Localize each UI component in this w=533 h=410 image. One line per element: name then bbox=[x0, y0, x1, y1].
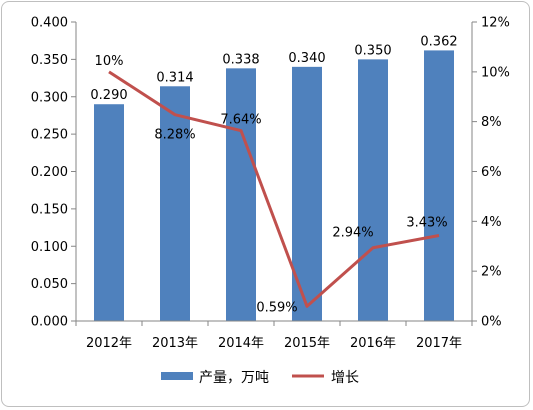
bar bbox=[94, 104, 124, 321]
legend-bar-label: 产量，万吨 bbox=[199, 370, 269, 386]
left-axis-tick-label: 0.350 bbox=[31, 53, 68, 68]
right-axis-tick-label: 4% bbox=[481, 215, 502, 230]
line-data-label: 2.94% bbox=[332, 226, 373, 241]
right-axis-tick-label: 12% bbox=[481, 16, 510, 31]
x-axis-tick-label: 2014年 bbox=[218, 336, 264, 351]
bar-data-label: 0.350 bbox=[354, 43, 391, 58]
left-axis-tick-label: 0.150 bbox=[31, 202, 68, 217]
left-axis-tick-label: 0.200 bbox=[31, 165, 68, 180]
bar bbox=[358, 59, 388, 321]
bar bbox=[160, 86, 190, 321]
line-data-label: 7.64% bbox=[220, 113, 261, 128]
growth-line bbox=[108, 70, 440, 308]
combo-chart: 0.000 0.050 0.100 0.150 0.200 0.250 0.300 0.350… bbox=[31, 16, 510, 387]
left-axis-tick-label: 0.100 bbox=[31, 240, 68, 255]
left-axis: 0.000 0.050 0.100 0.150 0.200 0.250 0.300 0.350… bbox=[31, 16, 77, 330]
legend-line-label: 增长 bbox=[331, 370, 359, 386]
right-axis-tick-label: 8% bbox=[481, 115, 502, 130]
line-series bbox=[108, 70, 440, 308]
left-axis-tick-label: 0.250 bbox=[31, 128, 68, 143]
bar-data-label: 0.362 bbox=[420, 34, 457, 49]
line-data-label: 3.43% bbox=[406, 216, 447, 231]
right-axis-tick-label: 2% bbox=[481, 265, 502, 280]
line-data-labels: 10% 8.28% 7.64% 0.59% 2.94% 3.43% bbox=[95, 54, 448, 315]
x-axis-tick-label: 2017年 bbox=[416, 336, 462, 351]
bar bbox=[424, 50, 454, 321]
legend-bar-swatch bbox=[161, 372, 193, 380]
right-axis-tick-label: 6% bbox=[481, 165, 502, 180]
line-data-label: 10% bbox=[95, 54, 124, 69]
bar-data-labels: 0.290 0.314 0.338 0.340 0.350 0.362 bbox=[90, 34, 457, 103]
x-axis-tick-label: 2012年 bbox=[86, 336, 132, 351]
right-axis-tick-label: 0% bbox=[481, 315, 502, 330]
line-data-label: 0.59% bbox=[256, 300, 297, 315]
bar-data-label: 0.340 bbox=[288, 51, 325, 66]
left-axis-tick-label: 0.050 bbox=[31, 277, 68, 292]
bar-series bbox=[94, 50, 454, 321]
line-data-label: 8.28% bbox=[154, 128, 195, 143]
bar-data-label: 0.338 bbox=[222, 52, 259, 67]
legend: 产量，万吨 增长 bbox=[161, 370, 359, 386]
x-axis-tick-label: 2016年 bbox=[350, 336, 396, 351]
bar-data-label: 0.314 bbox=[156, 70, 193, 85]
x-axis-tick-label: 2015年 bbox=[284, 336, 330, 351]
x-axis-tick-label: 2013年 bbox=[152, 336, 198, 351]
left-axis-tick-label: 0.000 bbox=[31, 315, 68, 330]
bar bbox=[226, 68, 256, 321]
bar-data-label: 0.290 bbox=[90, 88, 127, 103]
right-axis-tick-label: 10% bbox=[481, 65, 510, 80]
x-axis: 2012年 2013年 2014年 2015年 2016年 2017年 bbox=[75, 320, 473, 351]
left-axis-tick-label: 0.300 bbox=[31, 90, 68, 105]
right-axis: 0% 2% 4% 6% 8% 10% 12% bbox=[471, 16, 510, 330]
bar bbox=[292, 66, 322, 321]
left-axis-tick-label: 0.400 bbox=[31, 16, 68, 31]
